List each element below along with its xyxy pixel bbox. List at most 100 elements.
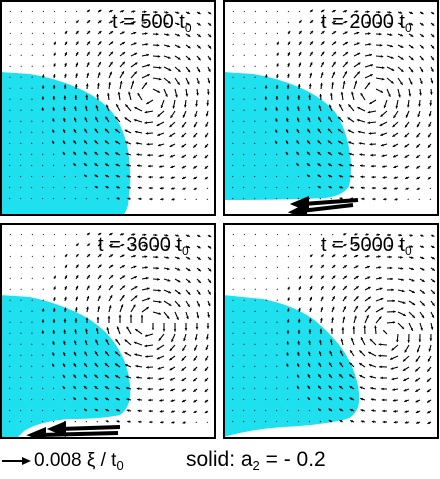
flow-vector: [253, 175, 256, 178]
flow-vector-head: [420, 234, 424, 237]
flow-vector: [298, 10, 301, 13]
flow-vector-head: [328, 128, 331, 132]
flow-vector-head: [431, 11, 435, 15]
flow-vector-head: [367, 32, 371, 35]
flow-vector-head: [146, 276, 149, 280]
flow-vector-head: [107, 93, 110, 96]
flow-vector-head: [287, 286, 290, 290]
flow-vector-head: [52, 363, 55, 367]
flow-vector-head: [392, 144, 396, 147]
flow-vector: [254, 142, 256, 145]
flow-vector-head: [396, 339, 399, 343]
flow-vector-head: [208, 291, 211, 295]
flow-vector-head: [183, 338, 186, 342]
flow-vector: [195, 421, 198, 423]
flow-vector-head: [73, 386, 76, 389]
flow-vector-head: [358, 142, 362, 145]
flow-vector: [275, 175, 278, 178]
flow-vector-head: [167, 44, 170, 48]
flow-vector-head: [133, 119, 137, 122]
flow-vector: [297, 409, 300, 412]
flow-vector: [254, 43, 256, 46]
flow-vector-head: [404, 144, 408, 148]
flow-vector: [74, 197, 77, 200]
flow-vector-head: [297, 385, 300, 389]
flow-vector-head: [416, 176, 420, 179]
flow-vector: [297, 398, 300, 401]
flow-vector-head: [319, 93, 322, 97]
flow-vector-head: [125, 152, 129, 156]
flow-vector: [31, 10, 34, 13]
flow-vector-head: [339, 362, 343, 366]
flow-vector-head: [105, 386, 108, 389]
flow-vector-head: [146, 307, 149, 310]
solid-droplet: [223, 295, 360, 437]
flow-vector-head: [317, 186, 321, 189]
flow-vector-head: [52, 330, 56, 333]
flow-vector: [184, 198, 187, 200]
flow-vector-head: [427, 155, 431, 159]
flow-vector-head: [378, 10, 381, 14]
flow-vector-head: [134, 107, 138, 110]
flow-vector-head: [431, 69, 434, 72]
flow-vector-head: [169, 124, 173, 128]
flow-vector-head: [400, 255, 403, 259]
flow-vector-head: [105, 175, 109, 178]
flow-vector: [42, 32, 45, 35]
flow-vector-head: [321, 254, 324, 258]
flow-vector-head: [412, 315, 415, 318]
flow-vector-head: [181, 165, 185, 169]
flow-vector: [253, 186, 256, 189]
flow-vector-head: [145, 43, 149, 46]
flow-vector-head: [382, 176, 386, 179]
flow-vector-head: [307, 362, 311, 366]
flow-vector-head: [355, 244, 358, 247]
flow-vector-head: [392, 299, 395, 303]
flow-vector: [41, 164, 44, 167]
flow-vector-head: [87, 9, 90, 13]
flow-vector-head: [137, 175, 141, 179]
flow-vector-head: [309, 286, 313, 290]
flow-vector: [287, 255, 290, 258]
flow-vector-head: [126, 398, 130, 401]
flow-vector: [85, 420, 88, 423]
flow-vector-head: [363, 325, 367, 328]
flow-vector-head: [367, 21, 370, 25]
flow-vector-head: [318, 351, 322, 354]
flow-vector-head: [321, 20, 325, 24]
flow-vector-head: [393, 310, 396, 313]
flow-vector-head: [307, 174, 310, 178]
panel-frame: [223, 223, 439, 439]
flow-vector-head: [73, 351, 77, 355]
flow-vector-head: [298, 275, 301, 279]
flow-vector: [276, 21, 279, 24]
flow-vector-head: [208, 280, 211, 283]
panel-t5000: t = 5000 t0: [223, 223, 439, 439]
flow-vector-head: [410, 245, 414, 248]
flow-vector-head: [148, 175, 151, 179]
flow-vector-head: [404, 165, 408, 169]
flow-vector-head: [73, 374, 77, 378]
flow-vector-head: [182, 399, 185, 403]
flow-vector-head: [307, 117, 311, 121]
flow-vector-head: [105, 397, 108, 401]
flow-vector-head: [332, 286, 336, 289]
flow-vector: [42, 255, 45, 258]
flow-vector-head: [393, 409, 396, 413]
flow-vector-head: [371, 409, 374, 412]
flow-vector: [31, 233, 34, 236]
flow-vector-head: [193, 134, 197, 138]
flow-vector-head: [181, 144, 185, 148]
flow-vector-head: [349, 175, 353, 178]
flow-vector-head: [298, 52, 302, 55]
flow-vector-head: [105, 128, 108, 132]
flow-vector: [254, 409, 256, 412]
flow-vector-head: [339, 420, 343, 423]
flow-vector-head: [343, 233, 347, 236]
flow-vector-head: [110, 41, 114, 45]
flow-vector-head: [144, 255, 148, 258]
flow-vector-head: [307, 385, 311, 389]
flow-vector-head: [175, 94, 178, 98]
flow-vector-head: [416, 144, 419, 148]
panel-t3600: t = 3600 t0: [0, 223, 216, 439]
